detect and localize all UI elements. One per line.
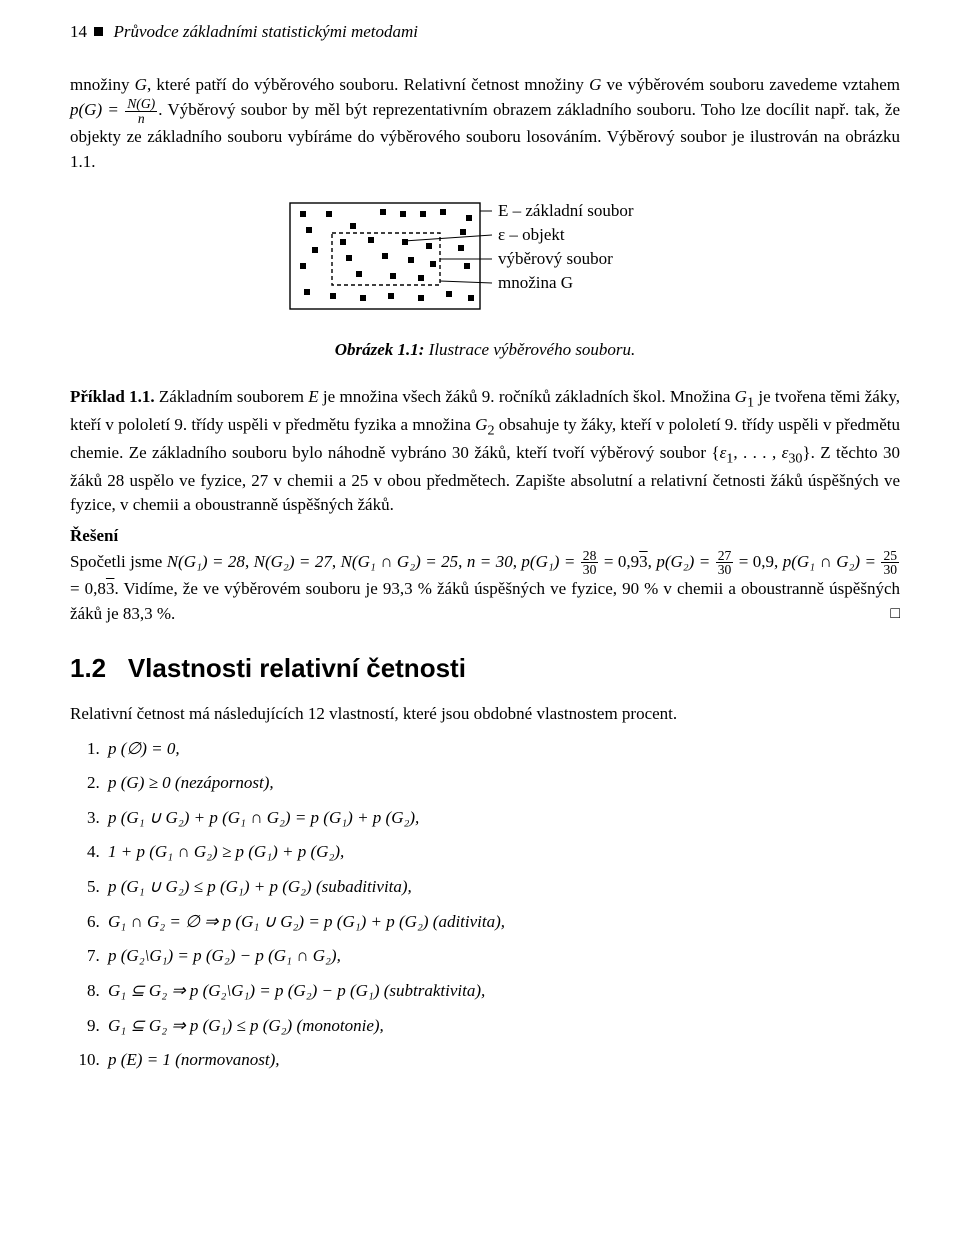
header-square-icon [94,27,103,36]
prop-8: G₁ ⊆ G₂ ⇒ p (G₂\G₁) = p (G₂) − p (G₁) (s… [104,979,900,1004]
figure-svg: E – základní soubor ε – objekt výběrový so… [250,193,720,323]
qed-icon: □ [890,602,900,625]
figure-caption: Obrázek 1.1: Ilustrace výběrového soubor… [70,338,900,363]
solution-body: Spočetli jsme N(G₁) = 28, N(G₂) = 27, N(… [70,549,900,626]
prop-7: p (G₂\G₁) = p (G₂) − p (G₁ ∩ G₂), [104,944,900,969]
prop-3: p (G₁ ∪ G₂) + p (G₁ ∩ G₂) = p (G₁) + p (… [104,806,900,831]
prop-5: p (G₁ ∪ G₂) ≤ p (G₁) + p (G₂) (subaditiv… [104,875,900,900]
intro-paragraph: množiny G, které patří do výběrového sou… [70,73,900,175]
prop-4: 1 + p (G₁ ∩ G₂) ≥ p (G₁) + p (G₂), [104,840,900,865]
header-title: Průvodce základními statistickými metoda… [114,22,419,41]
page-header: 14 Průvodce základními statistickými met… [70,20,900,45]
properties-list: p (∅) = 0, p (G) ≥ 0 (nezápornost), p (G… [70,737,900,1073]
section-intro: Relativní četnost má následujících 12 vl… [70,702,900,727]
example-title: Příklad 1.1. [70,387,155,406]
svg-text:množina G: množina G [498,273,573,292]
prop-6: G₁ ∩ G₂ = ∅ ⇒ p (G₁ ∪ G₂) = p (G₁) + p (… [104,910,900,935]
svg-text:E – základní soubor: E – základní soubor [498,201,634,220]
prop-9: G₁ ⊆ G₂ ⇒ p (G₁) ≤ p (G₂) (monotonie), [104,1014,900,1039]
section-heading: 1.2 Vlastnosti relativní četnosti [70,650,900,688]
prop-2: p (G) ≥ 0 (nezápornost), [104,771,900,796]
example-paragraph: Příklad 1.1. Základním souborem E je mno… [70,385,900,518]
svg-text:výběrový soubor: výběrový soubor [498,249,613,268]
solution-heading: Řešení [70,524,900,549]
prop-10: p (E) = 1 (normovanost), [104,1048,900,1073]
prop-1: p (∅) = 0, [104,737,900,762]
figure-1-1: E – základní soubor ε – objekt výběrový so… [70,193,900,331]
page-number: 14 [70,22,87,41]
svg-text:ε – objekt: ε – objekt [498,225,565,244]
